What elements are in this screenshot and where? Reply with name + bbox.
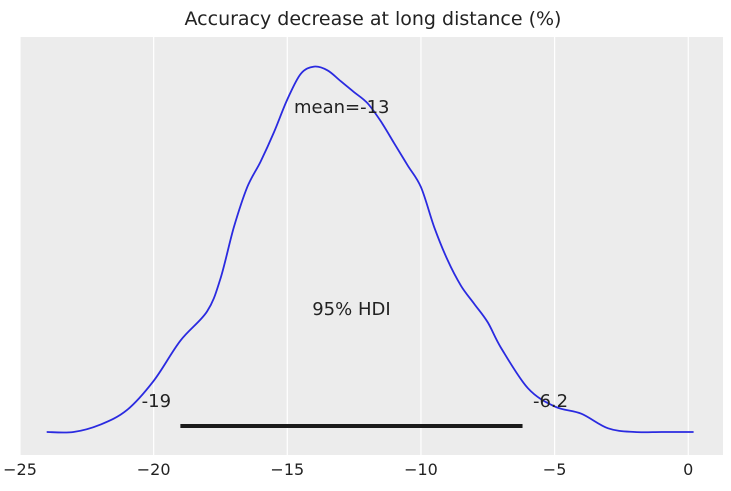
mean-annotation: mean=-13	[294, 97, 390, 118]
x-tick-label: −10	[404, 460, 438, 479]
x-tick-label: −20	[137, 460, 171, 479]
hdi-high-label: -6.2	[533, 391, 568, 412]
chart-title: Accuracy decrease at long distance (%)	[185, 8, 562, 30]
grid-lines	[19, 37, 689, 455]
x-tick-label: 0	[683, 460, 693, 479]
hdi-annotation: 95% HDI	[312, 299, 390, 320]
density-curve-layer	[46, 65, 694, 434]
hdi-low-label: -19	[142, 391, 171, 412]
density-curve	[46, 65, 694, 434]
x-tick-label: −15	[270, 460, 304, 479]
x-tick-label: −25	[3, 460, 37, 479]
x-tick-label: −5	[543, 460, 567, 479]
x-axis-ticks: −25 −20 −15 −10 −5 0	[3, 460, 693, 479]
